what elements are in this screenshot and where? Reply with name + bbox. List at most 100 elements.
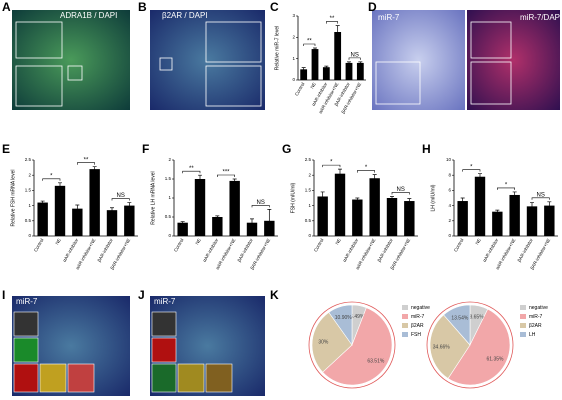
x-tick-label: NE <box>334 238 341 246</box>
y-axis-label: LH (mIU/ml) <box>430 184 436 211</box>
bar <box>54 185 66 236</box>
significance-label: NS <box>256 200 264 206</box>
x-tick-label: NE <box>54 238 61 246</box>
legend-swatch <box>520 305 526 310</box>
y-axis-label: Relative LH mRNA level <box>150 171 156 224</box>
pie-slice <box>328 304 353 346</box>
y-tick-label: 0 <box>448 233 451 238</box>
x-tick-label: βAR-inhibitor+NE <box>109 238 131 271</box>
y-tick-label: 1 <box>168 195 171 200</box>
error-bar <box>320 191 325 202</box>
panel-label: J <box>138 288 145 302</box>
legend-label: β2AR <box>529 323 542 329</box>
error-bar <box>495 209 500 214</box>
bar <box>352 199 363 236</box>
bar <box>124 205 135 236</box>
y-tick-label: 6 <box>448 188 451 193</box>
y-tick-label: 2.5 <box>305 157 312 162</box>
bar <box>386 198 398 236</box>
y-tick-label: 2 <box>308 172 311 177</box>
bar <box>544 205 555 236</box>
bar <box>457 201 468 236</box>
inset <box>15 65 63 107</box>
x-tick-label: Control <box>313 238 325 253</box>
significance-label: *** <box>222 170 230 176</box>
y-tick-label: 2 <box>448 218 451 223</box>
image-label: miR-7/DAPI <box>520 13 562 22</box>
x-tick-label: Control <box>294 82 306 97</box>
bar <box>37 202 48 236</box>
bar <box>246 222 258 236</box>
significance-label: ** <box>330 16 335 22</box>
panel-label: I <box>2 288 5 302</box>
y-tick-label: 0 <box>308 233 311 238</box>
significance-label: * <box>505 182 508 188</box>
x-tick-label: αAR-inhibitor+NE <box>75 238 97 271</box>
error-bar <box>215 215 220 219</box>
inset <box>159 57 173 71</box>
image-label: β2AR / DAPI <box>162 11 208 20</box>
error-bar <box>232 178 237 184</box>
significance-bracket <box>497 187 515 190</box>
error-bar <box>324 65 329 69</box>
inset <box>13 337 39 363</box>
bar <box>177 222 188 236</box>
x-tick-label: αAR-inhibitor <box>202 237 220 263</box>
legend-label: miR-7 <box>411 314 425 320</box>
error-bar <box>355 197 360 202</box>
x-tick-label: αAR-inhibitor <box>342 237 360 263</box>
slice-label: 63.51% <box>367 358 385 364</box>
y-tick-label: 1 <box>292 56 295 61</box>
inset <box>177 363 205 393</box>
legend-label: β2AR <box>411 323 424 329</box>
y-tick-label: 2 <box>28 172 31 177</box>
panel-label: K <box>270 288 279 302</box>
significance-bracket <box>531 197 550 200</box>
panel-label: B <box>138 0 147 14</box>
y-tick-label: 0 <box>28 233 31 238</box>
bar <box>492 211 503 236</box>
error-bar <box>358 61 363 65</box>
panel-label: G <box>282 142 291 156</box>
error-bar <box>335 25 340 39</box>
inset <box>205 363 233 393</box>
bar <box>334 173 346 236</box>
image-label: miR-7 <box>378 13 400 22</box>
panel-label: C <box>270 0 279 14</box>
slice-label: 10.90% <box>335 315 353 321</box>
legend-swatch <box>402 332 408 337</box>
bar <box>345 62 353 80</box>
x-tick-label: αAR-inhibitor <box>62 237 80 263</box>
significance-bracket <box>462 169 481 172</box>
slice-label: 30% <box>318 339 329 345</box>
significance-label: NS <box>350 52 358 58</box>
y-tick-label: 0.5 <box>165 214 172 219</box>
significance-bracket <box>251 205 270 208</box>
micrograph <box>372 10 465 110</box>
significance-bracket <box>217 174 235 177</box>
slice-label: 8.65% <box>469 314 484 320</box>
y-tick-label: 0.5 <box>25 218 32 223</box>
significance-bracket <box>326 21 338 24</box>
y-axis-label: Relative miR-7 level <box>274 26 280 70</box>
y-tick-label: 1 <box>28 203 31 208</box>
panel-label: A <box>2 0 11 14</box>
bar <box>89 169 100 236</box>
x-tick-label: βAR-inhibitor+NE <box>249 238 271 271</box>
error-bar <box>407 198 412 204</box>
inset <box>13 363 39 393</box>
bar <box>526 206 538 236</box>
x-tick-label: βAR-inhibitor <box>517 237 535 263</box>
panel-label: E <box>2 142 10 156</box>
legend-swatch <box>402 323 408 328</box>
inset <box>67 363 95 393</box>
panel-label: H <box>422 142 431 156</box>
error-bar <box>75 204 80 213</box>
bar <box>72 208 83 236</box>
bar <box>322 67 330 80</box>
y-tick-label: 2 <box>292 35 295 40</box>
error-bar <box>58 182 62 190</box>
y-tick-label: 4 <box>448 203 451 208</box>
bar <box>106 210 118 236</box>
